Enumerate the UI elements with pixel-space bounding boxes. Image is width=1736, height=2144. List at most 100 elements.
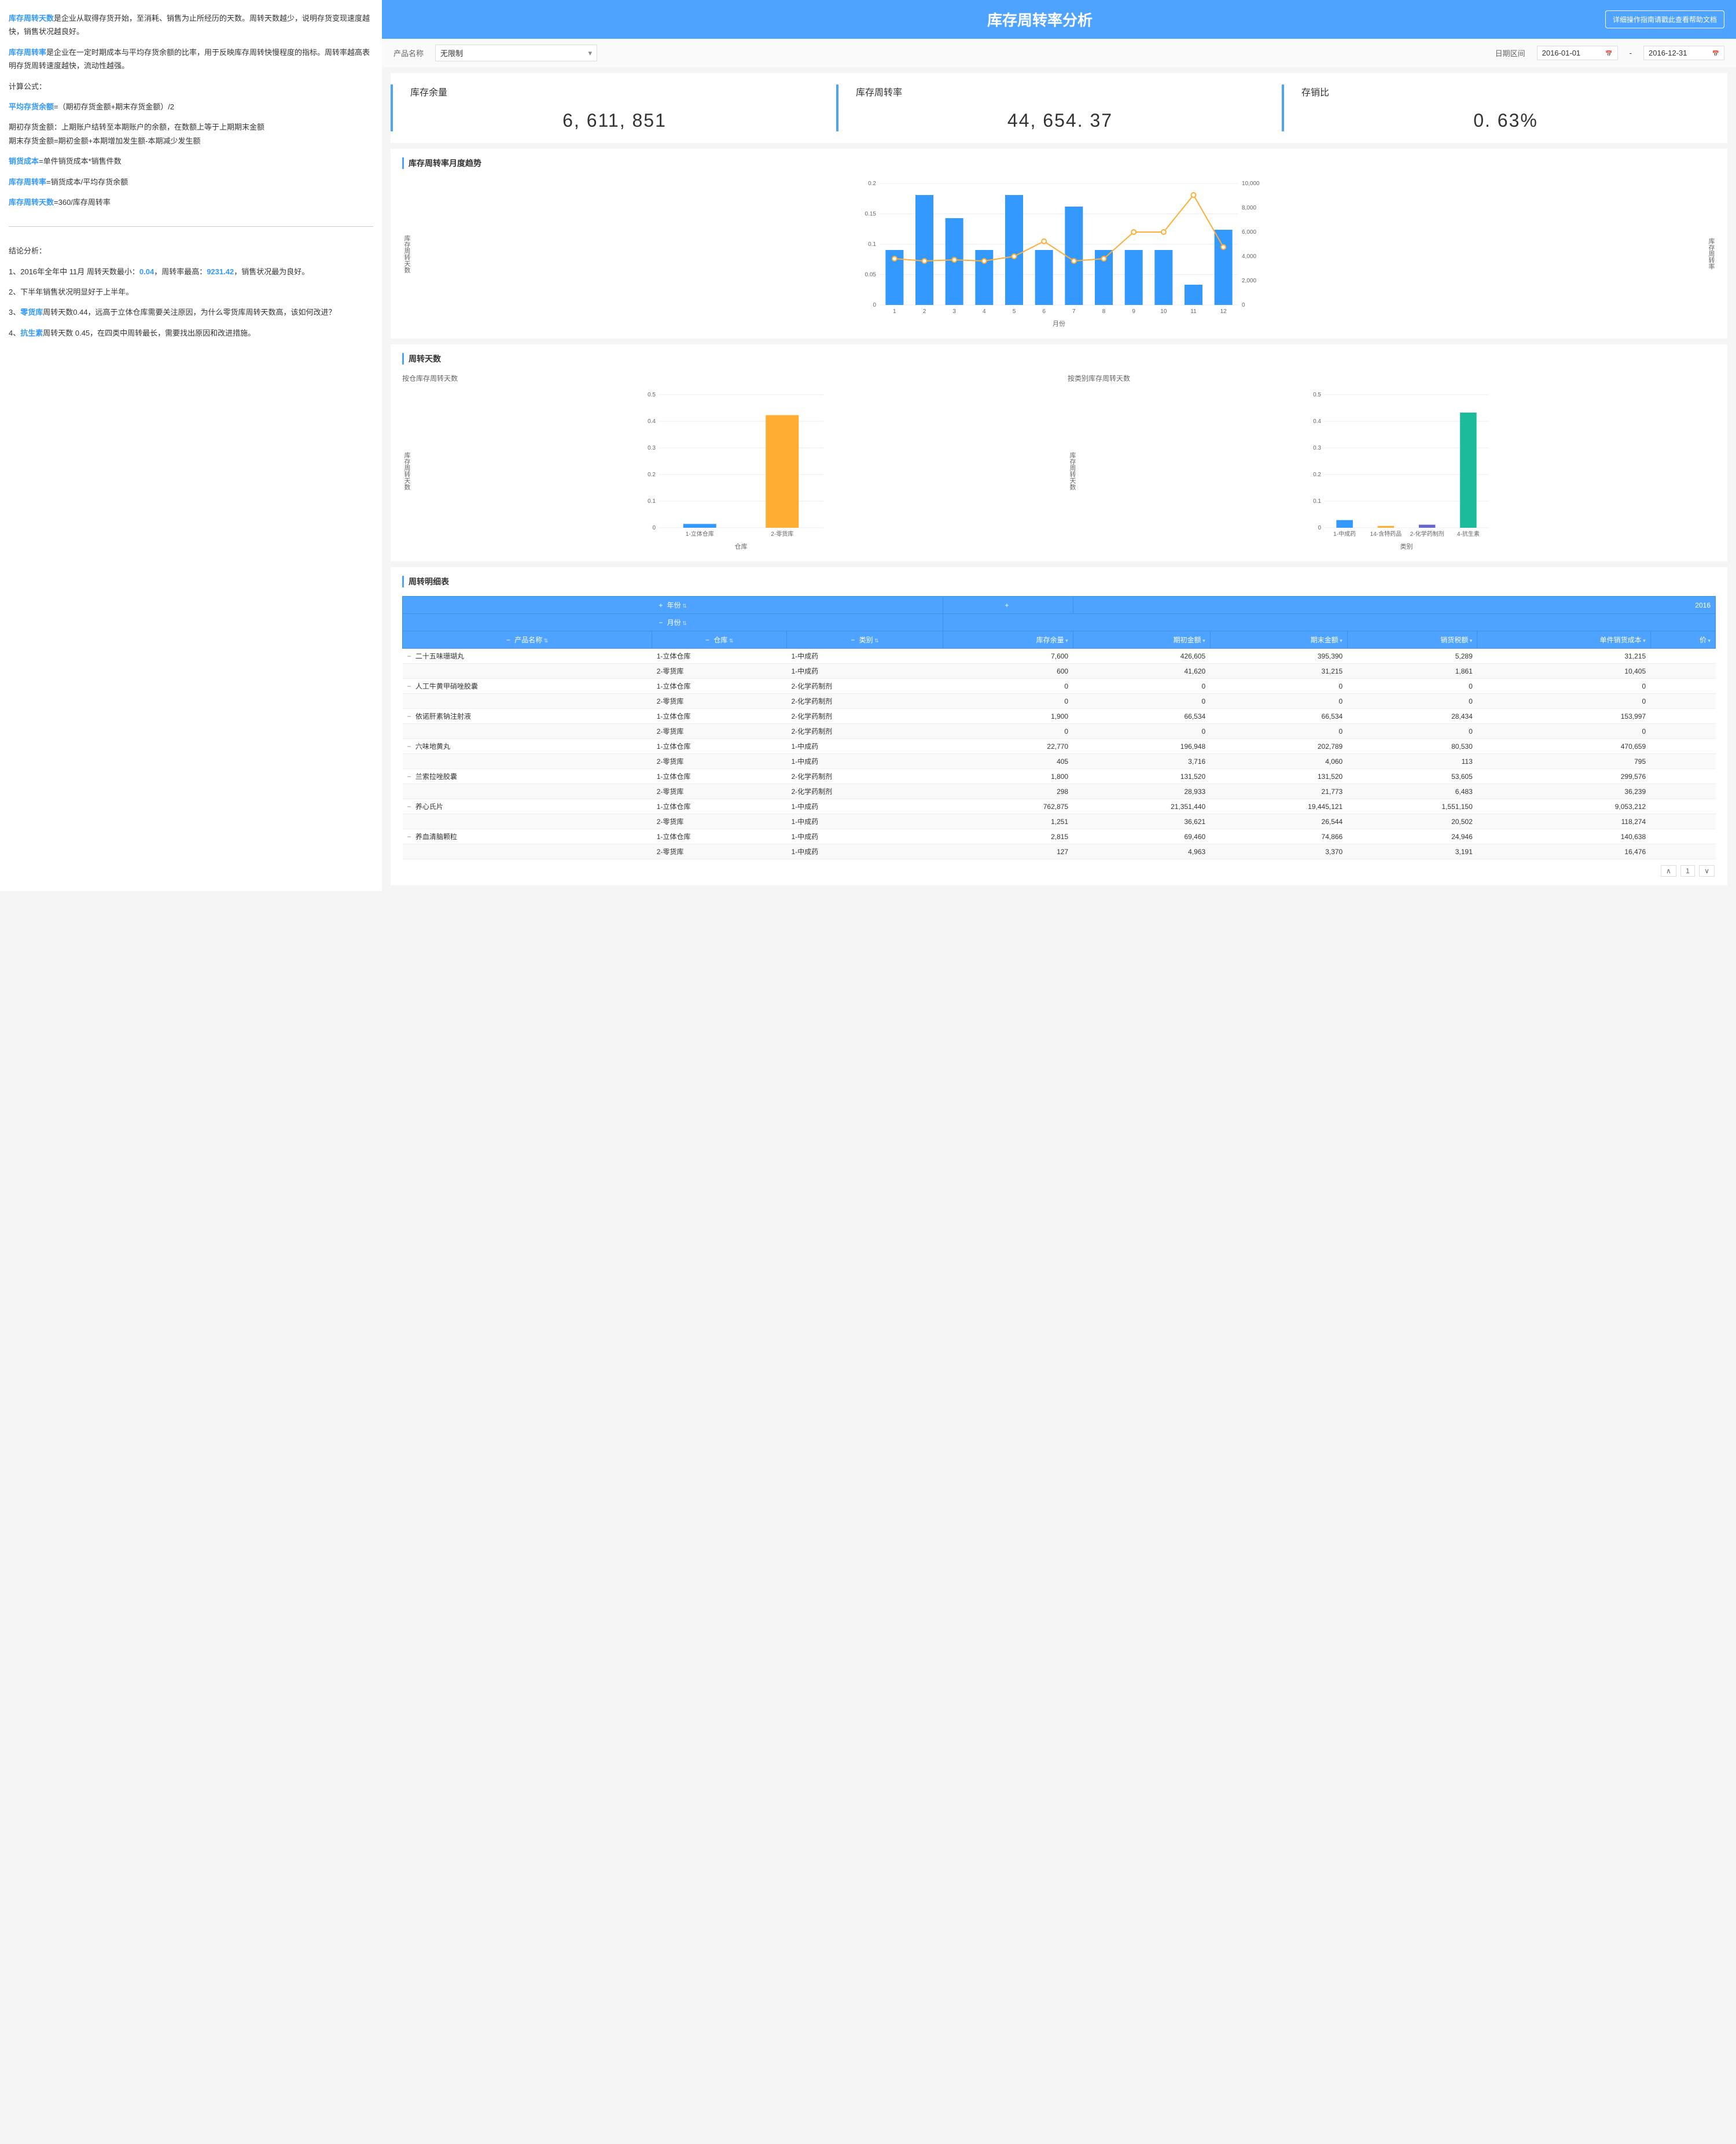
svg-text:月份: 月份 bbox=[1053, 320, 1065, 328]
date-to-input[interactable]: 2016-12-31 bbox=[1643, 46, 1724, 60]
pager-page[interactable]: 1 bbox=[1680, 865, 1695, 877]
col-5[interactable]: 期末金额 bbox=[1210, 631, 1347, 649]
main-content: 库存周转率分析 详细操作指南请戳此查看帮助文档 产品名称 无限制 日期区间 20… bbox=[382, 0, 1736, 891]
help-button[interactable]: 详细操作指南请戳此查看帮助文档 bbox=[1605, 10, 1724, 28]
svg-text:0.3: 0.3 bbox=[648, 445, 656, 451]
svg-text:6: 6 bbox=[1042, 308, 1046, 315]
sidebar: 库存周转天数是企业从取得存货开始，至消耗、销售为止所经历的天数。周转天数越少，说… bbox=[0, 0, 382, 891]
svg-text:9: 9 bbox=[1132, 308, 1135, 315]
svg-text:8: 8 bbox=[1102, 308, 1106, 315]
svg-text:6,000: 6,000 bbox=[1242, 229, 1256, 236]
svg-text:0: 0 bbox=[1318, 525, 1321, 531]
svg-text:2: 2 bbox=[923, 308, 926, 315]
table-row: 2-零货库1-中成药4053,7164,060113795 bbox=[403, 754, 1716, 769]
svg-text:0.5: 0.5 bbox=[1313, 392, 1321, 398]
category-chart: 按类别库存周转天数 库存周转天数00.10.20.30.40.51-中成药14-… bbox=[1068, 373, 1716, 553]
svg-text:0: 0 bbox=[1242, 302, 1245, 308]
table-row: 2-零货库2-化学药制剂00000 bbox=[403, 694, 1716, 709]
col-3[interactable]: 库存余量 bbox=[943, 631, 1073, 649]
chevron-down-icon bbox=[588, 49, 592, 58]
pager-prev[interactable]: ∧ bbox=[1661, 865, 1676, 877]
pager: ∧ 1 ∨ bbox=[402, 865, 1716, 877]
col-2[interactable]: − 类别 bbox=[786, 631, 943, 649]
svg-text:0: 0 bbox=[873, 302, 876, 308]
col-0[interactable]: − 产品名称 bbox=[403, 631, 652, 649]
table-row: 2-零货库1-中成药1274,9633,3703,19116,476 bbox=[403, 844, 1716, 859]
detail-table: + 年份+2016− 月份− 产品名称− 仓库− 类别库存余量期初金额期末金额销… bbox=[402, 596, 1716, 859]
svg-text:5: 5 bbox=[1013, 308, 1016, 315]
svg-text:2,000: 2,000 bbox=[1242, 278, 1256, 284]
svg-text:4: 4 bbox=[983, 308, 986, 315]
product-label: 产品名称 bbox=[393, 47, 424, 58]
svg-text:类别: 类别 bbox=[1400, 542, 1413, 550]
svg-text:11: 11 bbox=[1190, 308, 1197, 315]
svg-text:0.2: 0.2 bbox=[868, 181, 876, 187]
svg-text:3: 3 bbox=[952, 308, 956, 315]
svg-text:4-抗生素: 4-抗生素 bbox=[1457, 530, 1480, 538]
calendar-icon bbox=[1712, 49, 1719, 57]
svg-text:0.2: 0.2 bbox=[1313, 472, 1321, 478]
svg-text:2-化学药制剂: 2-化学药制剂 bbox=[1410, 530, 1444, 538]
svg-text:12: 12 bbox=[1220, 308, 1227, 315]
table-row: 2-零货库2-化学药制剂29828,93321,7736,48336,239 bbox=[403, 784, 1716, 799]
svg-text:10: 10 bbox=[1160, 308, 1167, 315]
days-panel: 周转天数 按仓库存周转天数 库存周转天数00.10.20.30.40.51-立体… bbox=[391, 344, 1727, 561]
svg-text:仓库: 仓库 bbox=[735, 542, 748, 550]
col-1[interactable]: − 仓库 bbox=[652, 631, 787, 649]
svg-text:10,000: 10,000 bbox=[1242, 181, 1260, 187]
kpi-turnover: 库存周转率 44, 654. 37 bbox=[836, 84, 1282, 131]
product-select[interactable]: 无限制 bbox=[435, 45, 597, 61]
warehouse-chart: 按仓库存周转天数 库存周转天数00.10.20.30.40.51-立体仓库2-零… bbox=[402, 373, 1050, 553]
kpi-ratio: 存销比 0. 63% bbox=[1282, 84, 1727, 131]
table-row: − 依诺肝素钠注射液1-立体仓库2-化学药制剂1,90066,53466,534… bbox=[403, 709, 1716, 724]
kpi-balance: 库存余量 6, 611, 851 bbox=[391, 84, 836, 131]
collapse-month[interactable]: − bbox=[659, 619, 665, 627]
svg-text:1-中成药: 1-中成药 bbox=[1333, 530, 1356, 538]
svg-text:14-含特药品: 14-含特药品 bbox=[1370, 530, 1402, 538]
detail-table-panel: 周转明细表 + 年份+2016− 月份− 产品名称− 仓库− 类别库存余量期初金… bbox=[391, 567, 1727, 885]
date-from-input[interactable]: 2016-01-01 bbox=[1537, 46, 1618, 60]
kpi-row: 库存余量 6, 611, 851 库存周转率 44, 654. 37 存销比 0… bbox=[391, 73, 1727, 143]
svg-text:0: 0 bbox=[652, 525, 656, 531]
term-days: 库存周转天数 bbox=[9, 14, 54, 23]
svg-text:0.4: 0.4 bbox=[648, 418, 656, 425]
col-4[interactable]: 期初金额 bbox=[1073, 631, 1210, 649]
svg-text:1-立体仓库: 1-立体仓库 bbox=[686, 530, 714, 538]
svg-text:0.15: 0.15 bbox=[865, 211, 877, 218]
term-turnover: 库存周转率 bbox=[9, 48, 46, 57]
svg-text:0.3: 0.3 bbox=[1313, 445, 1321, 451]
formula-label: 计算公式： bbox=[9, 80, 373, 93]
table-row: 2-零货库1-中成药60041,62031,2151,86110,405 bbox=[403, 664, 1716, 679]
monthly-chart: 库存周转天数00.050.10.150.202,0004,0006,0008,0… bbox=[402, 178, 1716, 330]
monthly-trend-panel: 库存周转率月度趋势 库存周转天数00.050.10.150.202,0004,0… bbox=[391, 149, 1727, 339]
table-row: − 二十五味珊瑚丸1-立体仓库1-中成药7,600426,605395,3905… bbox=[403, 649, 1716, 664]
col-6[interactable]: 销货税额 bbox=[1347, 631, 1477, 649]
svg-text:1: 1 bbox=[893, 308, 896, 315]
table-row: − 兰索拉唑胶囊1-立体仓库2-化学药制剂1,800131,520131,520… bbox=[403, 769, 1716, 784]
svg-text:0.2: 0.2 bbox=[648, 472, 656, 478]
svg-text:0.1: 0.1 bbox=[648, 498, 656, 505]
col-8[interactable]: 价 bbox=[1650, 631, 1715, 649]
table-row: − 养心氏片1-立体仓库1-中成药762,87521,351,44019,445… bbox=[403, 799, 1716, 814]
pager-next[interactable]: ∨ bbox=[1699, 865, 1715, 877]
expand-year[interactable]: + bbox=[1005, 601, 1011, 609]
conclusion-label: 结论分析： bbox=[9, 244, 373, 258]
table-row: 2-零货库1-中成药1,25136,62126,54420,502118,274 bbox=[403, 814, 1716, 829]
filter-bar: 产品名称 无限制 日期区间 2016-01-01 - 2016-12-31 bbox=[382, 39, 1736, 67]
header-bar: 库存周转率分析 详细操作指南请戳此查看帮助文档 bbox=[382, 0, 1736, 39]
svg-text:8,000: 8,000 bbox=[1242, 205, 1256, 211]
svg-text:4,000: 4,000 bbox=[1242, 253, 1256, 260]
date-label: 日期区间 bbox=[1495, 47, 1525, 58]
col-7[interactable]: 单件销货成本 bbox=[1477, 631, 1650, 649]
svg-text:0.1: 0.1 bbox=[1313, 498, 1321, 505]
table-row: − 人工牛黄甲硝唑胶囊1-立体仓库2-化学药制剂00000 bbox=[403, 679, 1716, 694]
calendar-icon bbox=[1605, 49, 1612, 57]
table-row: − 六味地黄丸1-立体仓库1-中成药22,770196,948202,78980… bbox=[403, 739, 1716, 754]
svg-text:0.05: 0.05 bbox=[865, 272, 877, 278]
table-row: − 养血清脑颗粒1-立体仓库1-中成药2,81569,46074,86624,9… bbox=[403, 829, 1716, 844]
svg-text:7: 7 bbox=[1072, 308, 1076, 315]
svg-text:0.1: 0.1 bbox=[868, 241, 876, 248]
svg-text:0.4: 0.4 bbox=[1313, 418, 1321, 425]
collapse-year[interactable]: + bbox=[659, 601, 665, 609]
page-title: 库存周转率分析 bbox=[475, 9, 1605, 30]
